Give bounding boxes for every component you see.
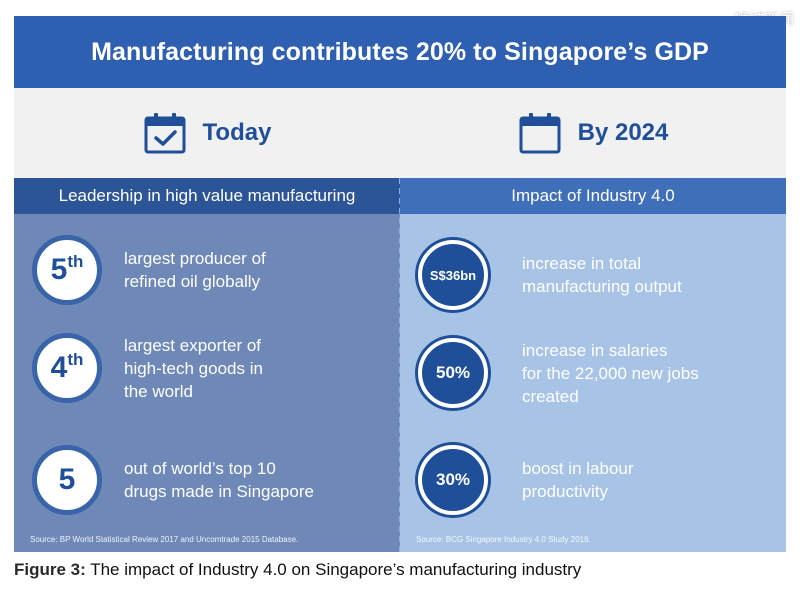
figure-caption: Figure 3: The impact of Industry 4.0 on … [14, 560, 581, 580]
rank-badge: 5th [32, 235, 102, 305]
rank-badge: 4th [32, 333, 102, 403]
rank-suffix: th [67, 252, 84, 271]
calendar-check-icon [143, 111, 187, 155]
calendar-icon [518, 111, 562, 155]
today-label: Today [202, 119, 272, 146]
rank-badge: 5 [32, 445, 102, 515]
value-badge: 30% [418, 445, 488, 515]
caption-text: The impact of Industry 4.0 on Singapore’… [85, 560, 582, 579]
impact-item: S$36bn increase in total manufacturing o… [400, 235, 786, 315]
item-description: increase in total manufacturing output [522, 254, 682, 296]
by2024-column: Impact of Industry 4.0 S$36bn increase i… [400, 178, 786, 552]
item-description: largest producer of refined oil globally [124, 249, 266, 291]
item-description: boost in labour productivity [522, 459, 634, 501]
impact-item: 50% increase in salaries for the 22,000 … [400, 333, 786, 413]
value-badge: 50% [418, 338, 488, 408]
rank-number: 4 [50, 351, 68, 384]
by2024-source: Source: BCG Singapore Industry 4.0 Study… [416, 535, 591, 544]
infographic-title: Manufacturing contributes 20% to Singapo… [91, 37, 709, 66]
today-source: Source: BP World Statistical Review 2017… [30, 535, 299, 544]
item-description: increase in salaries for the 22,000 new … [522, 340, 699, 406]
impact-item: 30% boost in labour productivity [400, 440, 786, 520]
infographic-card: Manufacturing contributes 20% to Singapo… [14, 16, 786, 552]
period-header-row: Today By 2024 [14, 88, 786, 178]
rank-number: 5 [58, 463, 76, 496]
today-item: 5 out of world’s top 10 drugs made in Si… [14, 440, 400, 520]
today-subheading: Leadership in high value manufacturing [14, 178, 400, 214]
item-description: largest exporter of high-tech goods in t… [124, 335, 263, 401]
today-column: Leadership in high value manufacturing 5… [14, 178, 400, 552]
today-item: 4th largest exporter of high-tech goods … [14, 328, 400, 408]
rank-suffix: th [67, 350, 84, 369]
impact-value: 50% [435, 363, 471, 382]
by2024-header: By 2024 [400, 88, 786, 178]
by2024-subheading: Impact of Industry 4.0 [400, 178, 786, 214]
figure-label: Figure 3: [14, 560, 86, 579]
impact-value: S$36bn [429, 267, 477, 283]
today-item: 5th largest producer of refined oil glob… [14, 230, 400, 310]
by2024-label: By 2024 [577, 119, 669, 146]
value-badge: S$36bn [418, 240, 488, 310]
item-description: out of world’s top 10 drugs made in Sing… [124, 459, 314, 501]
rank-number: 5 [50, 253, 68, 286]
impact-value: 30% [435, 470, 471, 489]
today-header: Today [14, 88, 400, 178]
title-banner: Manufacturing contributes 20% to Singapo… [14, 16, 786, 88]
